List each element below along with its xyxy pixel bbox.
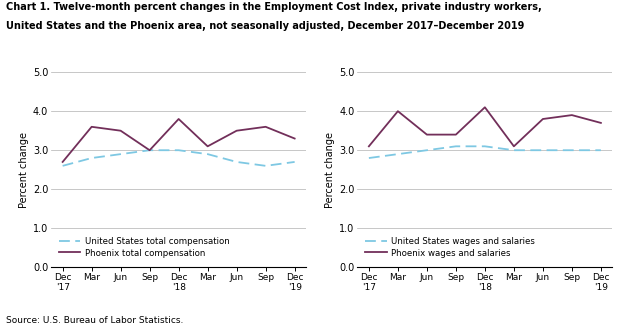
Text: United States and the Phoenix area, not seasonally adjusted, December 2017–Decem: United States and the Phoenix area, not … [6,21,524,31]
Text: Source: U.S. Bureau of Labor Statistics.: Source: U.S. Bureau of Labor Statistics. [6,316,184,325]
Y-axis label: Percent change: Percent change [325,132,335,208]
Y-axis label: Percent change: Percent change [19,132,29,208]
Legend: United States wages and salaries, Phoenix wages and salaries: United States wages and salaries, Phoeni… [362,234,538,261]
Text: Chart 1. Twelve-month percent changes in the Employment Cost Index, private indu: Chart 1. Twelve-month percent changes in… [6,2,542,11]
Legend: United States total compensation, Phoenix total compensation: United States total compensation, Phoeni… [56,234,233,261]
